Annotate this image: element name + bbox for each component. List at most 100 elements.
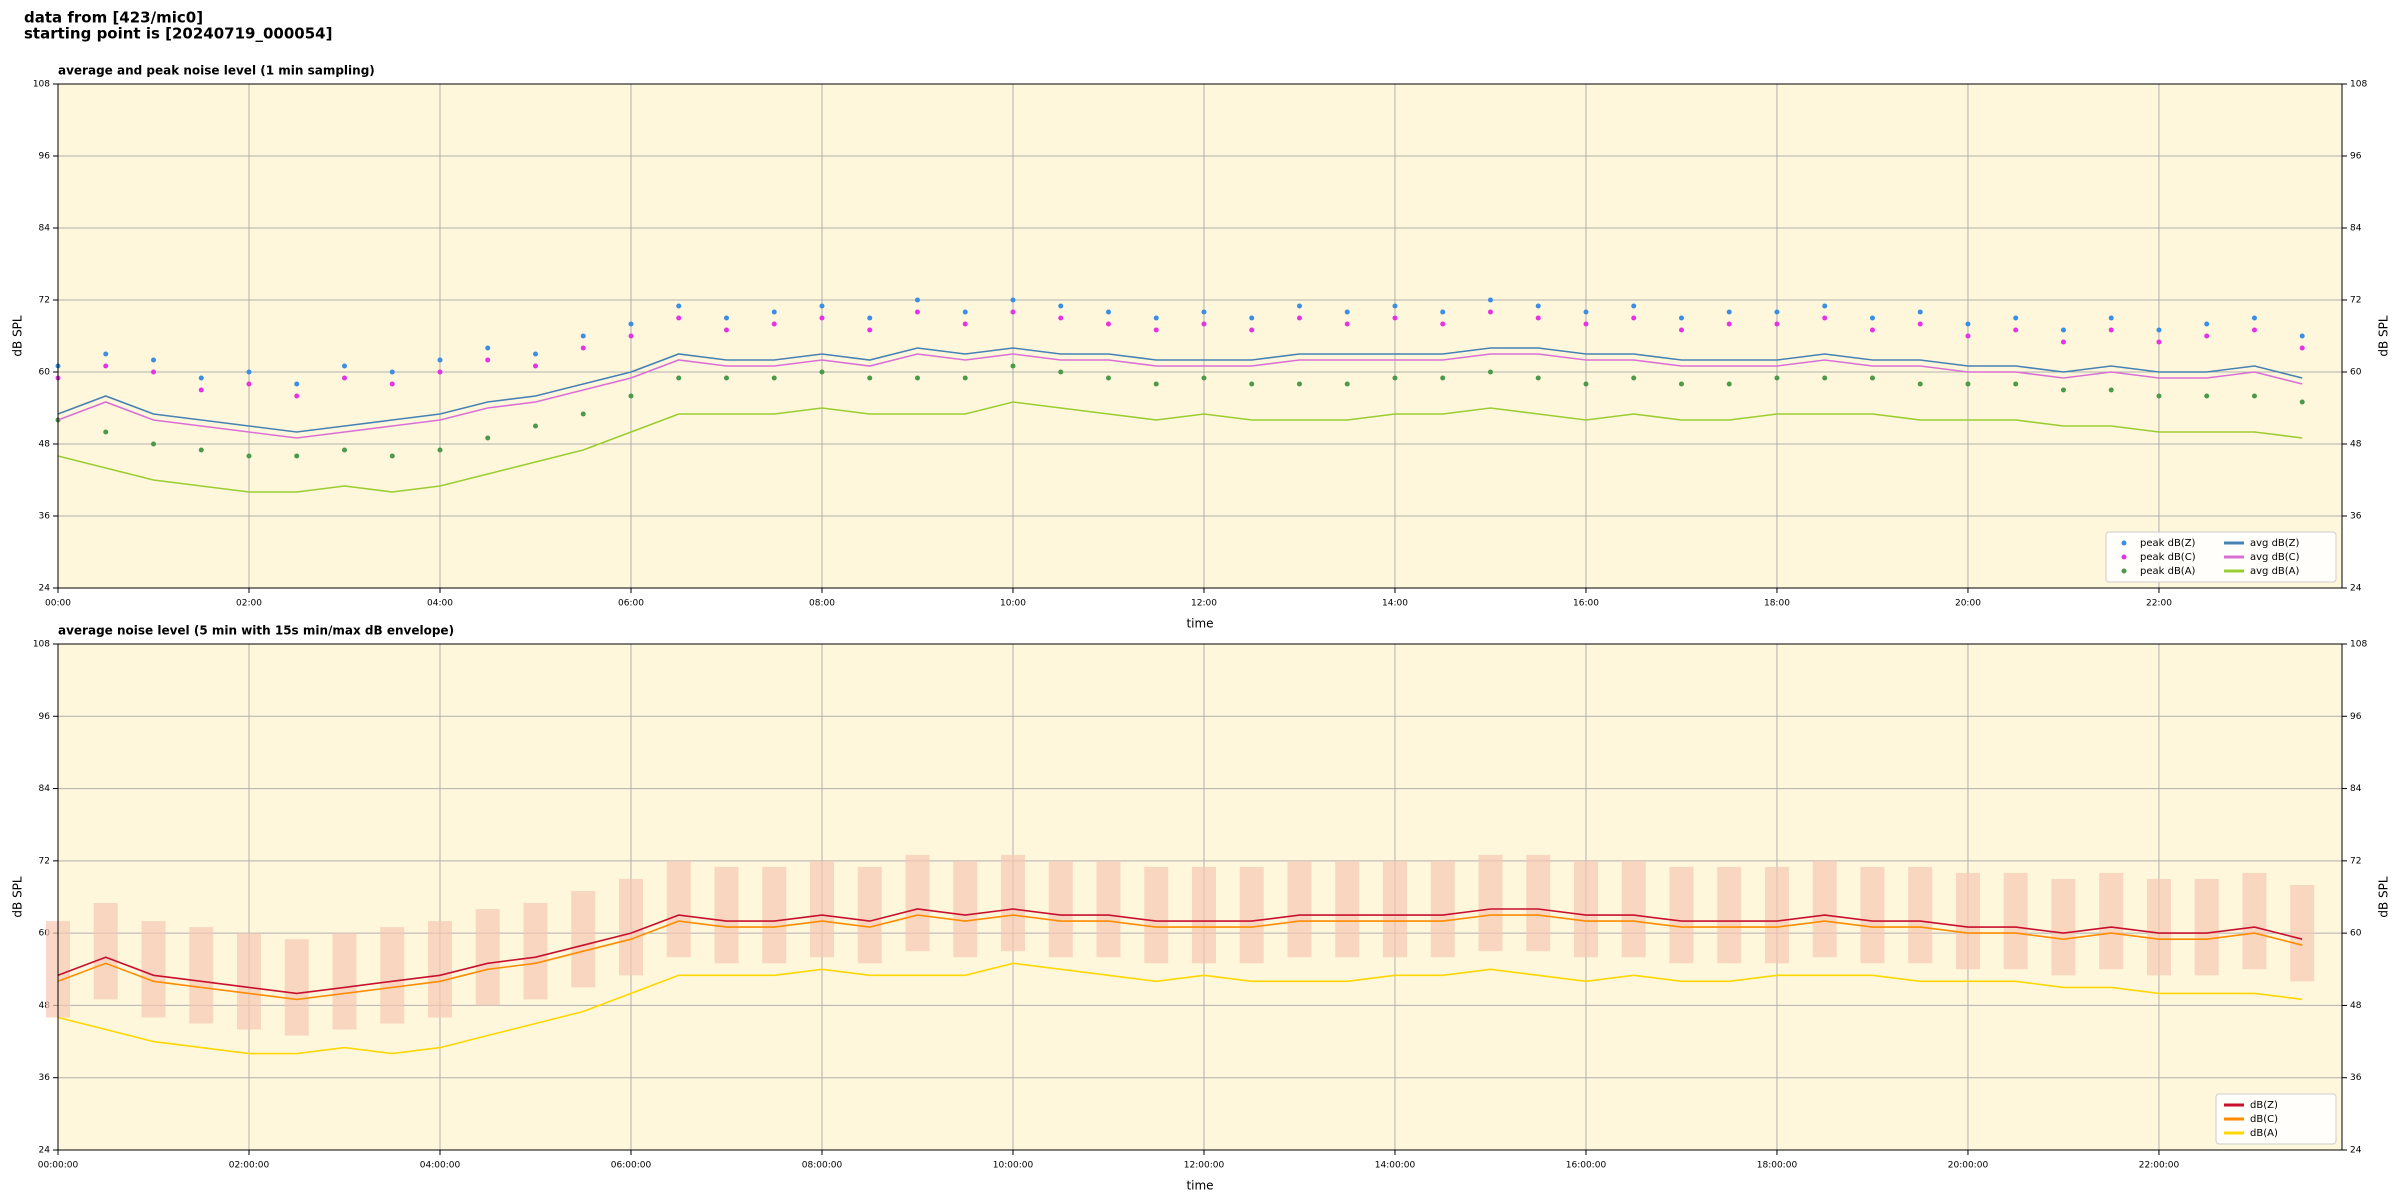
y-tick-label: 48 (39, 1001, 51, 1011)
envelope (1717, 866, 1742, 964)
peak-point (962, 309, 968, 315)
y-tick-label-right: 108 (2350, 80, 2367, 90)
peak-point (198, 447, 204, 453)
x-tick-label: 08:00 (809, 599, 835, 609)
envelope (2003, 872, 2028, 970)
peak-point (532, 423, 538, 429)
y-tick-label-right: 84 (2350, 224, 2362, 234)
x-axis-label: time (1186, 1179, 1213, 1193)
peak-point (2013, 381, 2019, 387)
peak-point (1201, 309, 1207, 315)
envelope (2051, 878, 2076, 976)
envelope (1908, 866, 1933, 964)
peak-point (2156, 393, 2162, 399)
y-tick-label-right: 36 (2350, 1073, 2362, 1083)
peak-point (1678, 327, 1684, 333)
y-tick-label-right: 108 (2350, 640, 2367, 650)
peak-point (1678, 315, 1684, 321)
peak-point (914, 297, 920, 303)
envelope (1526, 854, 1551, 952)
peak-point (103, 351, 109, 357)
series-line (57, 962, 2303, 1055)
peak-point (1583, 321, 1589, 327)
peak-point (1058, 315, 1064, 321)
peak-point (1392, 375, 1398, 381)
peak-point (485, 345, 491, 351)
peak-point (103, 429, 109, 435)
x-tick-label: 18:00 (1764, 599, 1790, 609)
envelope (1048, 860, 1073, 958)
peak-point (294, 453, 300, 459)
y-tick-label: 24 (39, 584, 51, 594)
y-tick-label-right: 96 (2350, 152, 2362, 162)
peak-point (723, 327, 729, 333)
envelope (2146, 878, 2171, 976)
y-tick-label-right: 24 (2350, 1146, 2362, 1156)
envelope (1955, 872, 1980, 970)
peak-point (1774, 375, 1780, 381)
y-tick-label: 72 (39, 856, 50, 866)
peak-point (1869, 315, 1875, 321)
peak-point (867, 327, 873, 333)
peak-point (2108, 315, 2114, 321)
peak-point (771, 321, 777, 327)
peak-point (150, 441, 156, 447)
x-tick-label: 10:00 (1000, 599, 1026, 609)
envelope (1764, 866, 1789, 964)
x-tick-label: 12:00 (1191, 599, 1217, 609)
peak-point (1440, 321, 1446, 327)
envelope (1812, 860, 1837, 958)
peak-point (580, 345, 586, 351)
peak-point (1535, 315, 1541, 321)
x-tick-label: 14:00 (1382, 599, 1408, 609)
peak-point (1822, 315, 1828, 321)
envelope (2242, 872, 2267, 970)
legend-marker (2121, 554, 2127, 560)
x-tick-label: 02:00 (236, 599, 262, 609)
peak-point (2013, 315, 2019, 321)
peak-point (1105, 321, 1111, 327)
peak-point (294, 381, 300, 387)
x-tick-label: 10:00:00 (993, 1161, 1034, 1171)
peak-point (867, 375, 873, 381)
peak-point (1344, 309, 1350, 315)
x-tick-label: 22:00:00 (2139, 1161, 2180, 1171)
y-axis-label-right: dB SPL (2377, 876, 2391, 918)
y-tick-label: 60 (39, 929, 51, 939)
x-tick-label: 00:00 (45, 599, 71, 609)
peak-point (1296, 303, 1302, 309)
peak-point (962, 375, 968, 381)
x-tick-label: 20:00 (1955, 599, 1981, 609)
peak-point (1917, 321, 1923, 327)
envelope (714, 866, 739, 964)
peak-point (1058, 369, 1064, 375)
series-line (57, 914, 2303, 1001)
envelope (1335, 860, 1360, 958)
peak-point (1201, 375, 1207, 381)
peak-point (198, 387, 204, 393)
envelope (905, 854, 930, 952)
x-tick-label: 02:00:00 (229, 1161, 270, 1171)
peak-point (1822, 375, 1828, 381)
peak-point (1487, 297, 1493, 303)
peak-point (1153, 327, 1159, 333)
peak-point (437, 357, 443, 363)
peak-point (485, 435, 491, 441)
peak-point (1201, 321, 1207, 327)
peak-point (150, 369, 156, 375)
y-tick-label: 84 (39, 224, 51, 234)
peak-point (532, 363, 538, 369)
peak-point (1440, 375, 1446, 381)
envelope (236, 933, 261, 1030)
peak-point (1344, 321, 1350, 327)
x-tick-label: 00:00:00 (38, 1161, 79, 1171)
peak-point (103, 363, 109, 369)
peak-point (2299, 399, 2305, 405)
peak-point (1965, 381, 1971, 387)
peak-point (1583, 381, 1589, 387)
y-tick-label-right: 24 (2350, 584, 2362, 594)
y-tick-label: 60 (39, 368, 51, 378)
legend-label: avg dB(C) (2250, 552, 2300, 563)
legend-marker (2121, 568, 2127, 574)
